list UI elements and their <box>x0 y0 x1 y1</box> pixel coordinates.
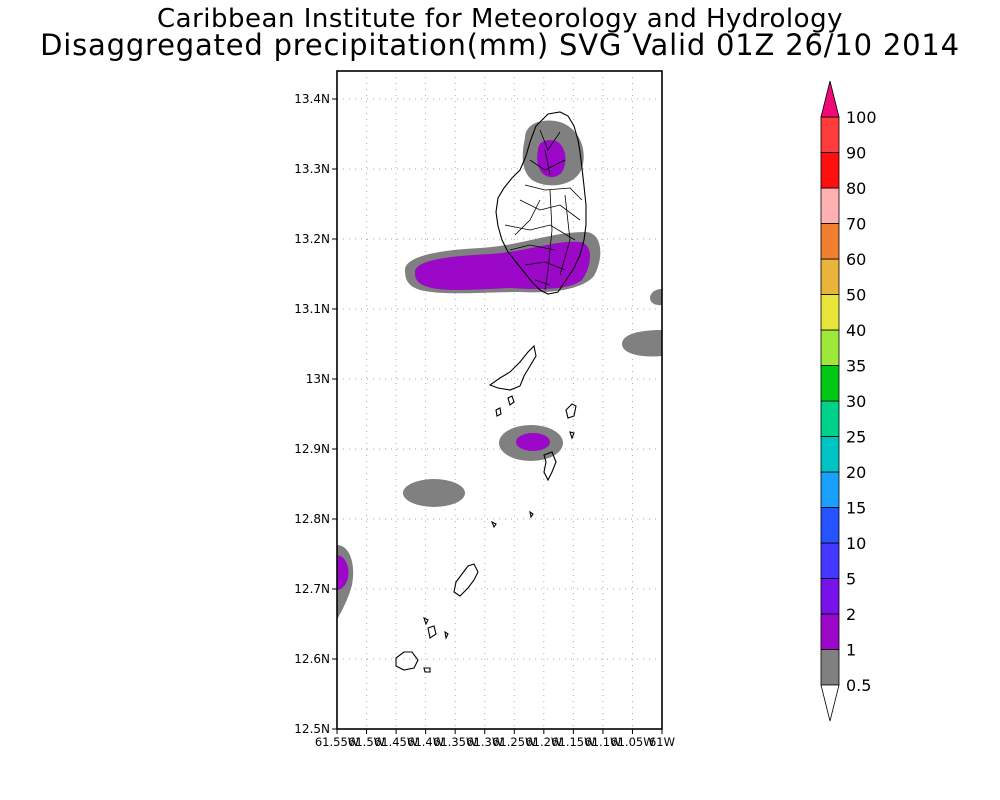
islet <box>490 520 497 529</box>
lon-tick-label: 61.55W <box>315 735 359 749</box>
precip-area-gray <box>650 289 662 306</box>
lat-tick-label: 12.8N <box>294 512 330 526</box>
legend-label: 5 <box>846 570 856 589</box>
legend-swatch <box>820 152 840 189</box>
lat-tick-label: 13.1N <box>294 302 330 316</box>
lat-tick-label: 12.7N <box>294 582 330 596</box>
legend-label: 1 <box>846 641 856 660</box>
grid-lines <box>337 71 662 729</box>
chart-title: Caribbean Institute for Meteorology and … <box>157 4 843 34</box>
islet <box>569 431 575 440</box>
lon-tick-label: 61W <box>649 735 675 749</box>
lon-tick-label: 61.5W <box>348 735 385 749</box>
legend-label: 15 <box>846 499 866 518</box>
legend-swatch <box>820 436 840 473</box>
islet <box>444 630 449 640</box>
lat-tick-label: 13.4N <box>294 92 330 106</box>
legend-arrow-top <box>820 80 840 118</box>
legend-label: 0.5 <box>846 676 871 695</box>
island-canouan <box>543 451 557 482</box>
chart-subtitle: Disaggregated precipitation(mm) SVG Vali… <box>40 28 960 62</box>
legend-swatch <box>820 471 840 508</box>
islet <box>529 510 534 519</box>
legend-swatch <box>820 400 840 437</box>
lat-tick-label: 12.6N <box>294 652 330 666</box>
lon-tick-label: 61.3W <box>466 735 503 749</box>
legend-swatch <box>820 116 840 153</box>
island-mustique <box>565 403 577 419</box>
legend-label: 100 <box>846 108 877 127</box>
precip-area-gray <box>403 479 465 507</box>
precip-area-purple <box>415 241 590 290</box>
legend-label: 40 <box>846 321 866 340</box>
lat-tick-label: 12.5N <box>294 722 330 736</box>
precip-area-purple <box>337 555 349 590</box>
legend-label: 35 <box>846 357 866 376</box>
lon-tick-label: 61.35W <box>433 735 477 749</box>
islet <box>423 667 431 673</box>
legend-label: 30 <box>846 392 866 411</box>
legend-label: 50 <box>846 286 866 305</box>
islet <box>423 616 429 626</box>
island-outlines <box>395 111 587 673</box>
islet <box>495 407 502 417</box>
island-st-vincent <box>495 111 587 295</box>
lat-tick-label: 13N <box>306 372 330 386</box>
precip-area-purple <box>537 140 566 178</box>
legend-arrow-bottom <box>820 684 840 722</box>
lat-tick-label: 13.3N <box>294 162 330 176</box>
legend-swatch <box>820 542 840 579</box>
island-union <box>453 563 479 597</box>
islet <box>507 395 515 406</box>
island-st-vincent-internal <box>504 129 583 291</box>
lon-tick-label: 61.15W <box>551 735 595 749</box>
islet <box>427 625 437 639</box>
legend-label: 80 <box>846 179 866 198</box>
lon-axis: 61.55W61.5W61.45W61.4W61.35W61.3W61.25W6… <box>315 729 675 749</box>
lat-tick-label: 13.2N <box>294 232 330 246</box>
map-frame <box>336 70 663 730</box>
legend-label: 60 <box>846 250 866 269</box>
legend-swatch <box>820 578 840 615</box>
lon-tick-label: 61.4W <box>407 735 444 749</box>
legend-label: 20 <box>846 463 866 482</box>
legend-swatch <box>820 613 840 650</box>
precip-areas <box>337 120 662 620</box>
lon-tick-label: 61.25W <box>492 735 536 749</box>
legend-swatch <box>820 507 840 544</box>
legend-swatch <box>820 187 840 224</box>
lon-tick-label: 61.1W <box>584 735 621 749</box>
legend-swatch <box>820 294 840 331</box>
lon-tick-label: 61.45W <box>374 735 418 749</box>
lon-tick-label: 61.2W <box>525 735 562 749</box>
precip-area-gray <box>622 330 662 357</box>
legend-label: 70 <box>846 215 866 234</box>
legend-label: 90 <box>846 144 866 163</box>
legend-label: 25 <box>846 428 866 447</box>
legend-label: 2 <box>846 605 856 624</box>
lon-tick-label: 61.05W <box>610 735 654 749</box>
island-carriacou <box>395 651 419 671</box>
lat-axis: 13.4N 13.3N 13.2N 13.1N 13N 12.9N 12.8N 12.7N 12… <box>294 92 337 736</box>
lat-tick-label: 12.9N <box>294 442 330 456</box>
legend-label: 10 <box>846 534 866 553</box>
legend-swatch <box>820 258 840 295</box>
legend-swatch <box>820 365 840 402</box>
legend-swatch <box>820 329 840 366</box>
legend-swatch <box>820 223 840 260</box>
precip-area-purple <box>516 433 550 451</box>
island-bequia <box>488 344 537 391</box>
legend-swatch <box>820 649 840 686</box>
